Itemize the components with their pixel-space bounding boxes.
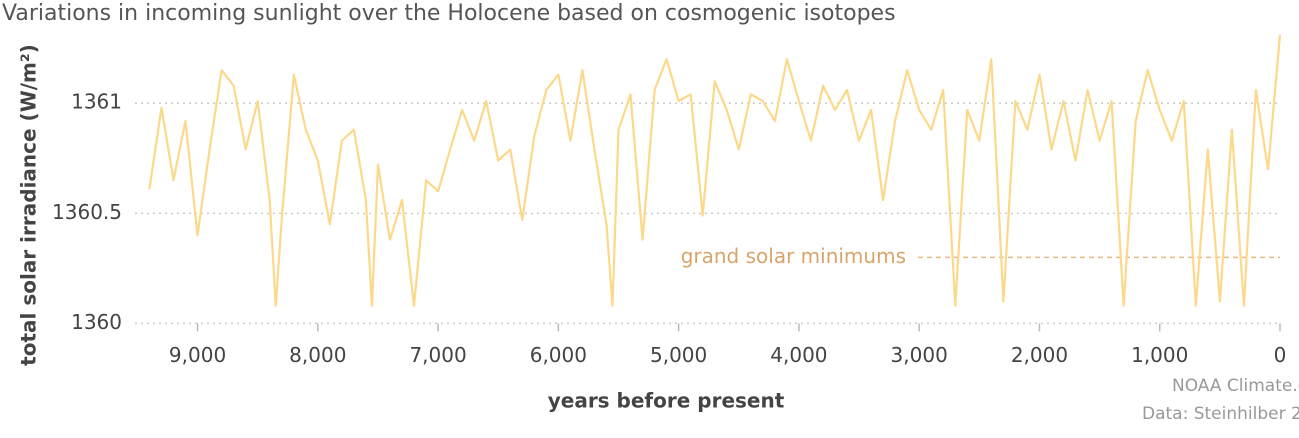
x-tick-label: 9,000 [169,343,226,367]
x-axis-label: years before present [548,389,785,413]
y-tick-label: 1360 [71,310,122,334]
x-tick-label: 2,000 [1011,343,1068,367]
y-tick-label: 1361 [71,90,122,114]
y-axis-label: total solar irradiance (W/m²) [17,44,41,366]
x-tick-label: 1,000 [1131,343,1188,367]
series-line [148,34,1282,307]
credit: NOAA Climate.gov [1172,376,1299,396]
x-tick-label: 7,000 [409,343,466,367]
chart-title: Variations in incoming sunlight over the… [2,1,896,26]
x-tick-label: 8,000 [289,343,346,367]
y-tick-label: 1360.5 [52,200,122,224]
x-tick-label: 6,000 [530,343,587,367]
x-tick-label: 5,000 [650,343,707,367]
annotation: grand solar minimums [681,244,906,268]
x-tick-label: 0 [1274,343,1287,367]
x-tick-label: 4,000 [770,343,827,367]
x-tick-label: 3,000 [891,343,948,367]
credit: Data: Steinhilber 2012 [1142,404,1299,424]
